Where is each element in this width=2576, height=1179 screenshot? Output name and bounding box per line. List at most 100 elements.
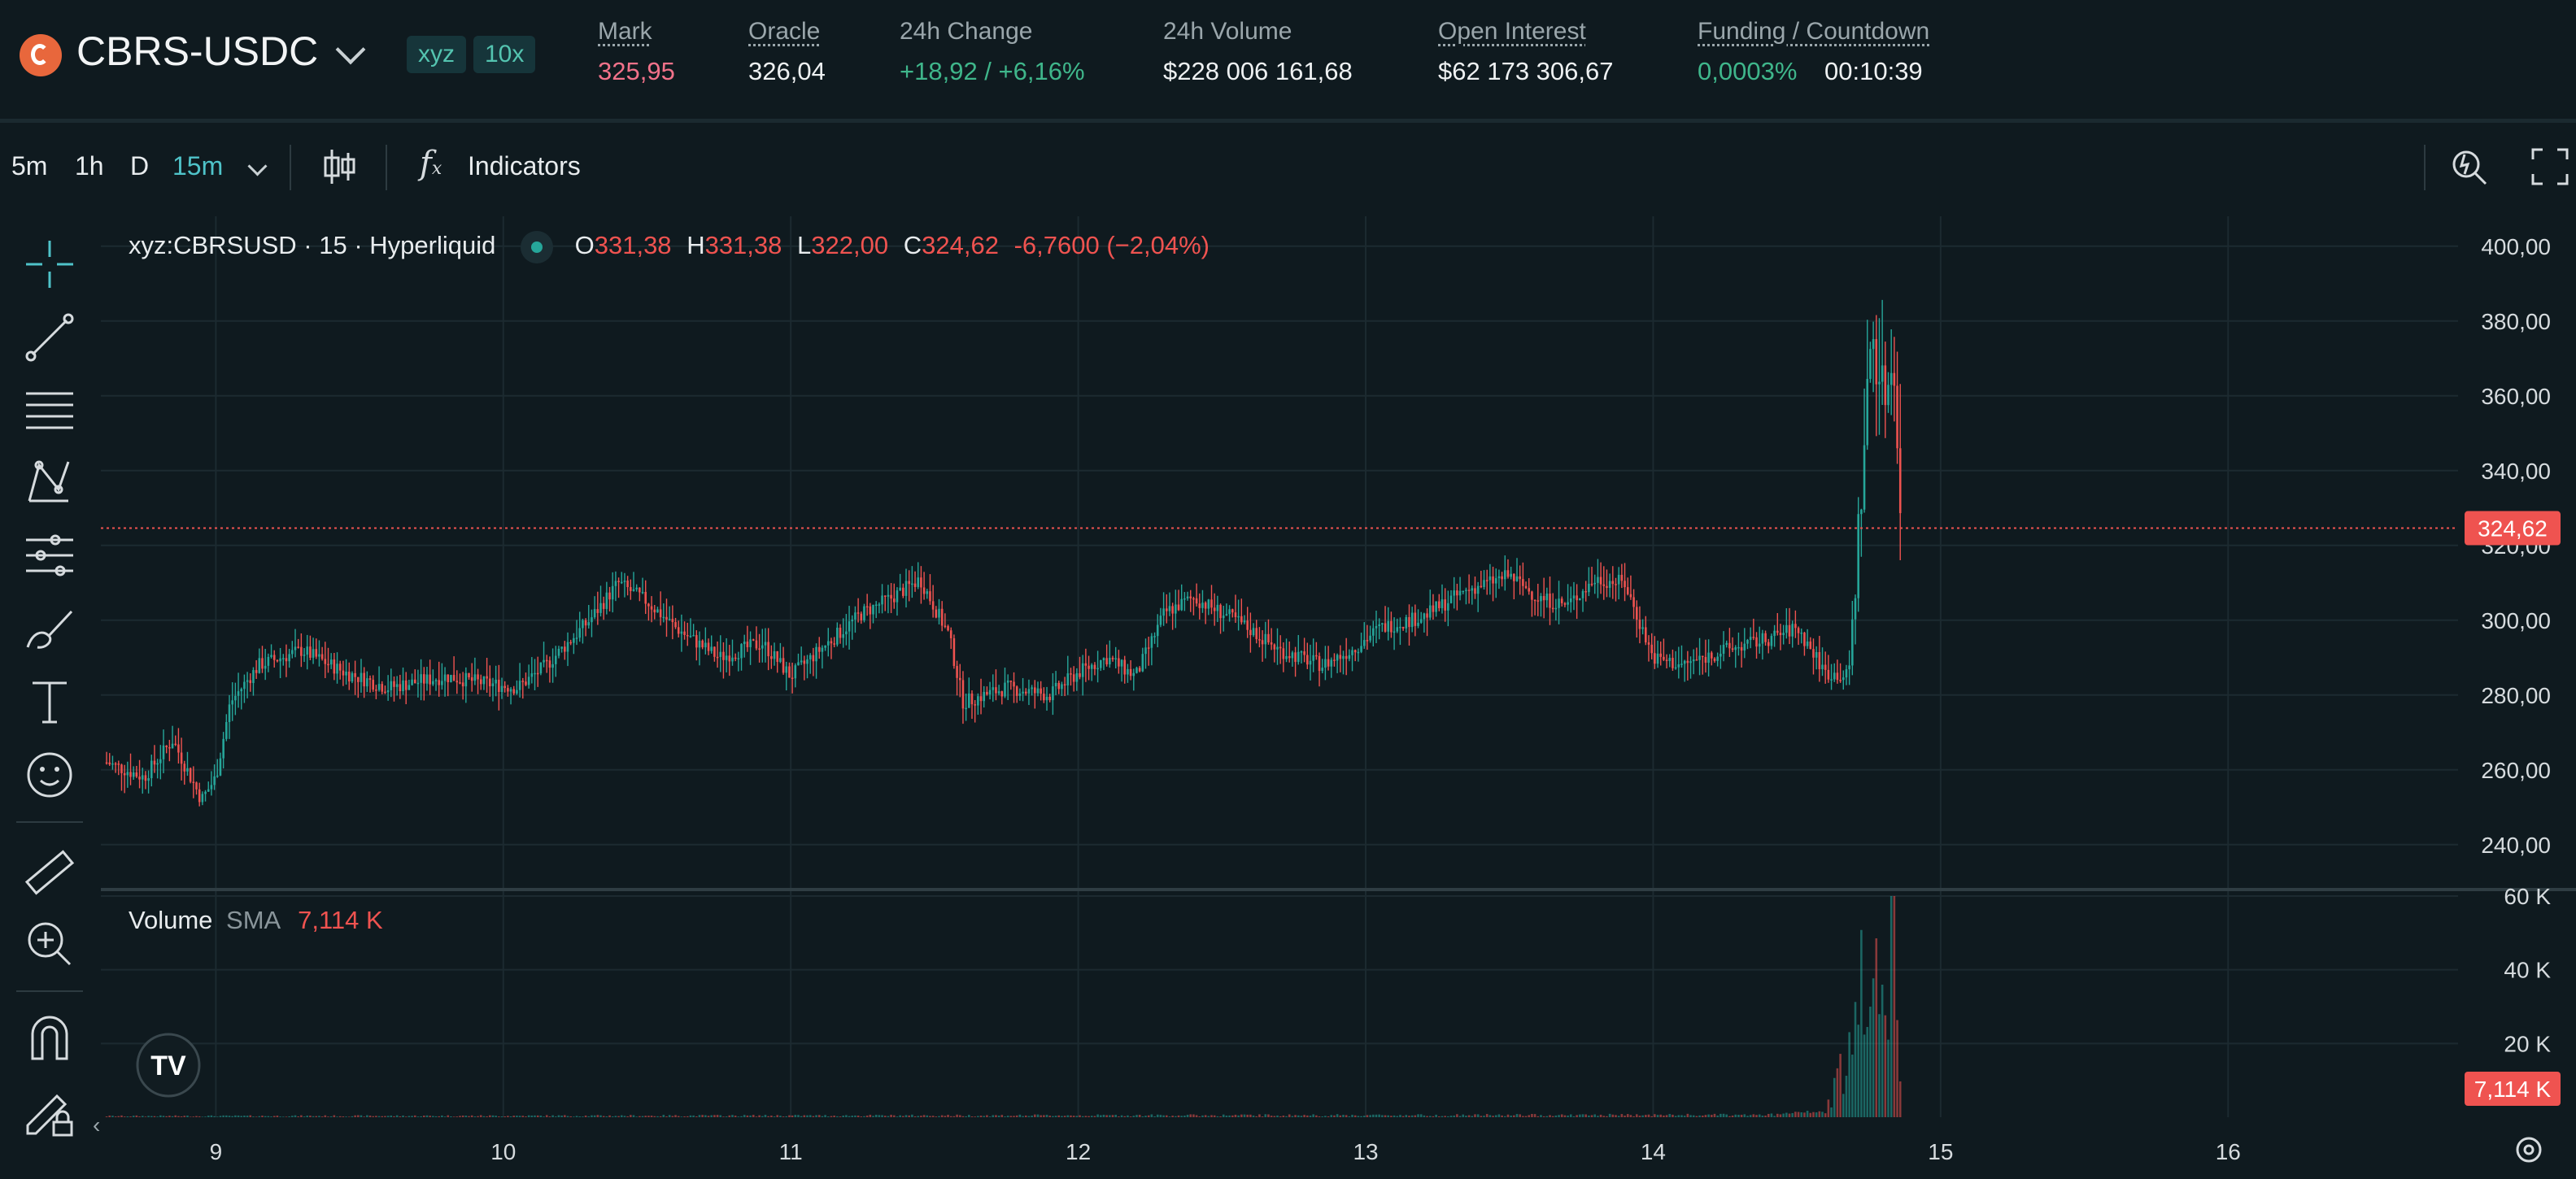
indicators-button[interactable]: Indicators — [468, 151, 581, 181]
volume-bar — [516, 1116, 518, 1117]
candle-body — [752, 639, 755, 641]
candle-body — [432, 681, 434, 685]
price-chart[interactable]: 400,00380,00360,00340,00320,00300,00280,… — [101, 216, 2576, 1179]
symbol-name[interactable]: CBRS-USDC — [76, 28, 319, 74]
trendline-icon[interactable] — [21, 309, 78, 366]
volume-bar — [1087, 1116, 1090, 1117]
volume-bar — [881, 1115, 883, 1117]
pattern-icon[interactable] — [21, 454, 78, 511]
candle-body — [1483, 580, 1485, 587]
candle-body — [1456, 590, 1458, 596]
timeframe-d[interactable]: D — [130, 151, 150, 181]
quick-search-icon[interactable] — [2450, 146, 2491, 187]
magnet-icon[interactable] — [21, 1010, 78, 1067]
volume-bar — [1449, 1116, 1453, 1117]
candle-body — [402, 680, 404, 692]
candle-body — [507, 688, 509, 692]
fx-icon[interactable]: fx — [420, 145, 442, 182]
candle-body — [865, 606, 869, 608]
volume-bar — [1186, 1115, 1189, 1117]
candle-body — [1129, 668, 1132, 677]
candle-body — [815, 646, 817, 662]
crosshair-icon[interactable] — [21, 236, 78, 293]
candle-body — [1584, 590, 1587, 593]
volume-bar — [635, 1116, 638, 1117]
fib-icon[interactable] — [21, 382, 78, 439]
timeframe-active[interactable]: 15m — [172, 151, 224, 181]
candle-body — [575, 637, 578, 639]
volume-bar — [165, 1116, 168, 1117]
volume-bar — [878, 1115, 881, 1117]
candle-body — [854, 612, 856, 620]
candle-body — [1207, 599, 1210, 609]
volume-bar — [1665, 1115, 1668, 1117]
funding-label[interactable]: Funding / Countdown — [1698, 18, 1930, 45]
volume-bar — [357, 1115, 360, 1117]
volume-bar — [213, 1116, 216, 1117]
gann-icon[interactable] — [21, 527, 78, 584]
lock-draw-icon[interactable] — [21, 1083, 78, 1140]
candle-body — [584, 620, 587, 626]
candle-type-icon[interactable] — [322, 146, 358, 187]
candle-body — [770, 656, 773, 659]
leverage-badge[interactable]: 10x — [473, 36, 536, 73]
legend-symbol[interactable]: xyz:CBRSUSD · 15 · Hyperliquid — [129, 231, 496, 260]
candle-body — [1327, 659, 1330, 667]
brush-icon[interactable] — [21, 600, 78, 657]
candle-body — [713, 646, 716, 657]
price-axis[interactable]: 400,00380,00360,00340,00320,00300,00280,… — [2481, 234, 2551, 858]
candle-body — [366, 678, 368, 687]
volume-bar — [1785, 1112, 1788, 1117]
mark-label[interactable]: Mark — [598, 18, 652, 45]
candle-body — [336, 663, 338, 674]
toolbar-divider — [386, 145, 387, 190]
timeframe-5m[interactable]: 5m — [11, 151, 48, 181]
volume-legend-label[interactable]: Volume — [129, 906, 213, 934]
candle-body — [324, 659, 327, 664]
candle-body — [183, 764, 186, 772]
oracle-label[interactable]: Oracle — [748, 18, 821, 45]
volume-bar — [1860, 929, 1863, 1117]
candle-body — [509, 689, 512, 692]
volume-bar — [908, 1115, 910, 1117]
tradingview-logo-icon[interactable]: TV — [136, 1033, 201, 1098]
candle-body — [354, 672, 356, 677]
gear-icon[interactable] — [2516, 1137, 2542, 1163]
emoji-icon[interactable] — [21, 746, 78, 803]
time-axis[interactable]: 9 10 11 12 13 14 15 16 — [210, 1139, 2241, 1164]
volume-bar — [931, 1116, 935, 1117]
volume-bar — [551, 1115, 554, 1117]
candle-body — [821, 647, 824, 652]
candle-body — [1764, 633, 1767, 642]
volume-bar — [1351, 1115, 1353, 1117]
volume-bar — [1842, 1094, 1845, 1117]
volume-bar — [1303, 1115, 1305, 1117]
candle-body — [587, 622, 591, 626]
timeframe-1h[interactable]: 1h — [75, 151, 104, 181]
volume-bar — [108, 1116, 111, 1117]
candle-body — [1336, 655, 1339, 661]
volume-bar — [1854, 1002, 1857, 1117]
candle-body — [1408, 616, 1410, 628]
volume-bar — [498, 1116, 500, 1117]
candle-body — [1261, 640, 1264, 645]
candle-body — [470, 677, 473, 681]
chevron-down-icon[interactable] — [335, 34, 366, 65]
collapse-sidebar-icon[interactable]: ‹ — [93, 1112, 101, 1138]
text-icon[interactable] — [21, 673, 78, 730]
candle-body — [1054, 682, 1057, 687]
candle-body — [168, 746, 171, 749]
mark-value: 325,95 — [598, 57, 675, 85]
candle-body — [1357, 651, 1360, 654]
candle-body — [1225, 614, 1228, 616]
fullscreen-icon[interactable] — [2531, 148, 2569, 185]
volume-bar — [114, 1116, 117, 1117]
volume-bar — [225, 1115, 228, 1117]
candle-body — [1645, 627, 1647, 643]
ruler-icon[interactable] — [21, 844, 78, 901]
candle-body — [1606, 585, 1608, 588]
volume-bar — [782, 1116, 785, 1117]
zoom-in-icon[interactable] — [21, 916, 78, 972]
open-interest-label[interactable]: Open Interest — [1438, 18, 1586, 45]
candle-body — [1435, 601, 1437, 612]
